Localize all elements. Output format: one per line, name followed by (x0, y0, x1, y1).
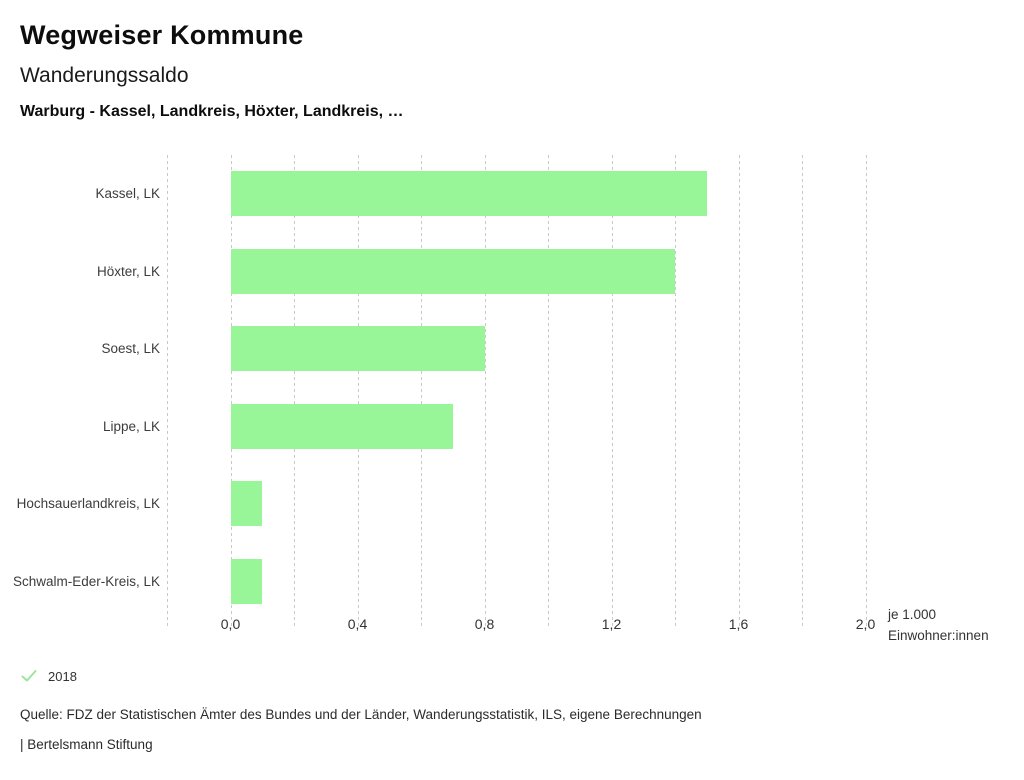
legend-item-2018[interactable]: 2018 (20, 668, 77, 684)
category-label: Hochsauerlandkreis, LK (16, 496, 160, 512)
plot-area (167, 155, 879, 626)
category-label: Höxter, LK (96, 263, 160, 279)
chart-bar[interactable] (230, 558, 263, 604)
chart-bar[interactable] (230, 248, 675, 294)
unit-label-line1: je 1.000 (888, 607, 937, 622)
branding-text: | Bertelsmann Stiftung (20, 737, 153, 752)
source-text: Quelle: FDZ der Statistischen Ämter des … (20, 707, 702, 722)
gridline (357, 155, 359, 626)
chart-bar[interactable] (230, 481, 263, 527)
x-tick-label: 1,2 (601, 616, 622, 632)
chart-bar[interactable] (230, 171, 707, 217)
gridline (865, 155, 867, 626)
x-tick-label: 0,8 (474, 616, 495, 632)
gridline (167, 155, 168, 626)
check-icon (20, 668, 38, 684)
chart-bar[interactable] (230, 326, 485, 372)
unit-label-line2: Einwohner:innen (888, 628, 989, 643)
gridline (675, 155, 676, 626)
x-tick-label: 1,6 (728, 616, 749, 632)
legend-label: 2018 (48, 668, 77, 684)
gridline (738, 155, 740, 626)
gridline (230, 155, 232, 626)
chart-bar[interactable] (230, 403, 453, 449)
gridline (611, 155, 613, 626)
gridline (294, 155, 295, 626)
x-axis-unit-label: je 1.000 Einwohner:innen (888, 604, 989, 646)
chart-filter-subtitle: Warburg - Kassel, Landkreis, Höxter, Lan… (20, 103, 404, 120)
x-tick-label: 2,0 (855, 616, 876, 632)
category-label: Kassel, LK (95, 186, 160, 202)
page-title: Wegweiser Kommune (20, 20, 304, 50)
chart-title: Wanderungssaldo (20, 64, 189, 87)
gridline (548, 155, 549, 626)
x-tick-label: 0,0 (220, 616, 241, 632)
category-label: Schwalm-Eder-Kreis, LK (12, 573, 160, 589)
gridline (484, 155, 486, 626)
gridline (802, 155, 803, 626)
gridline (421, 155, 422, 626)
category-label: Lippe, LK (102, 418, 160, 434)
category-label: Soest, LK (101, 341, 160, 357)
x-tick-label: 0,4 (347, 616, 368, 632)
